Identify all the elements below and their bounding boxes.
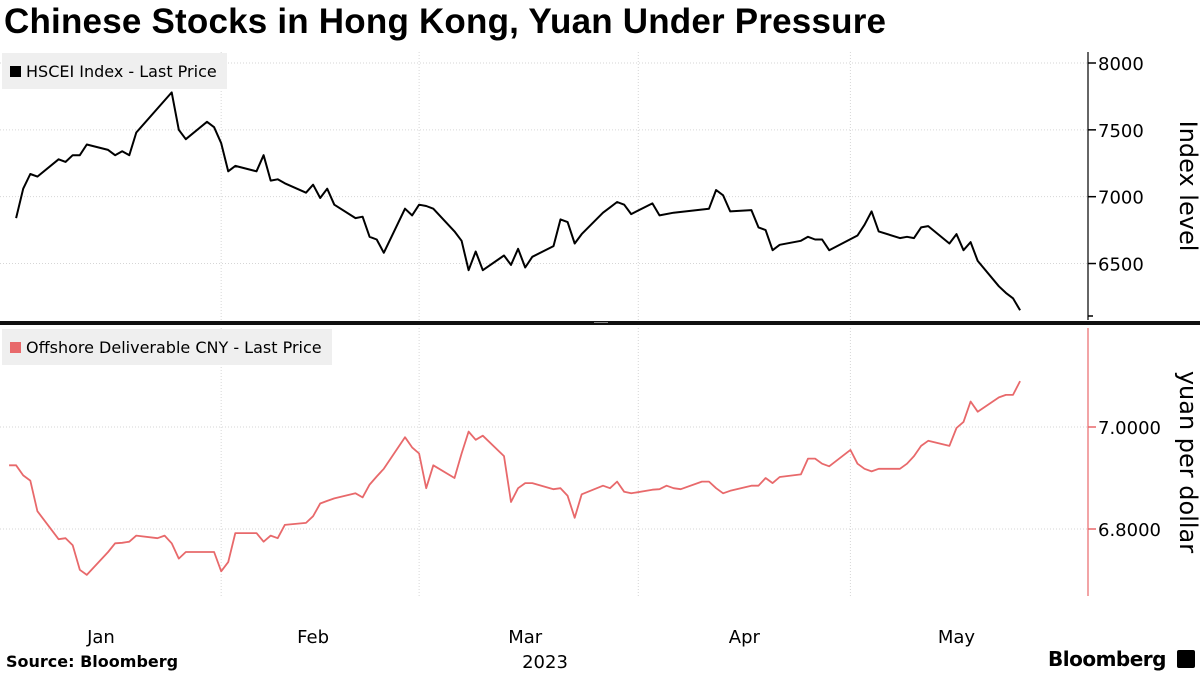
- legend-swatch-cny: [10, 341, 21, 353]
- legend-swatch-hscei: [10, 65, 21, 77]
- y-tick-label: 8000: [1098, 54, 1144, 75]
- y-tick-label: 6.8000: [1098, 520, 1161, 541]
- y-tick-label: 6500: [1098, 255, 1144, 276]
- x-tick-label: Apr: [729, 627, 761, 648]
- series: [9, 91, 1021, 576]
- y-axis-title: Index level: [1174, 121, 1200, 252]
- y-tick-label: 7.0000: [1098, 418, 1161, 439]
- grid-lines: [0, 52, 1088, 596]
- chart-title: Chinese Stocks in Hong Kong, Yuan Under …: [4, 2, 887, 41]
- legend-hscei: HSCEI Index - Last Price: [2, 53, 227, 89]
- bloomberg-terminal-icon: [1177, 650, 1195, 668]
- x-axis-title: 2023: [522, 652, 568, 673]
- y-tick-label: 7500: [1098, 121, 1144, 142]
- legend-label-hscei: HSCEI Index - Last Price: [26, 61, 217, 81]
- brand-wordmark: Bloomberg: [1048, 647, 1166, 671]
- hscei-series-line: [15, 91, 1021, 311]
- y-tick-label: 7000: [1098, 188, 1144, 209]
- axis-labels: 8000 7500 7000 6500 Index level 7.0000 6.8000 y…: [86, 54, 1200, 673]
- legend-cny: Offshore Deliverable CNY - Last Price: [2, 329, 332, 365]
- legend-label-cny: Offshore Deliverable CNY - Last Price: [26, 337, 322, 357]
- y-axis-title: yuan per dollar: [1174, 371, 1200, 553]
- x-tick-label: Jan: [86, 627, 115, 648]
- x-tick-label: May: [938, 627, 976, 648]
- x-tick-label: Feb: [297, 627, 329, 648]
- source-note: Source: Bloomberg: [6, 652, 179, 671]
- x-tick-label: Mar: [508, 627, 543, 648]
- cny-series-line: [9, 380, 1021, 576]
- axes: [0, 52, 1200, 596]
- panel-resize-handle: [594, 322, 608, 323]
